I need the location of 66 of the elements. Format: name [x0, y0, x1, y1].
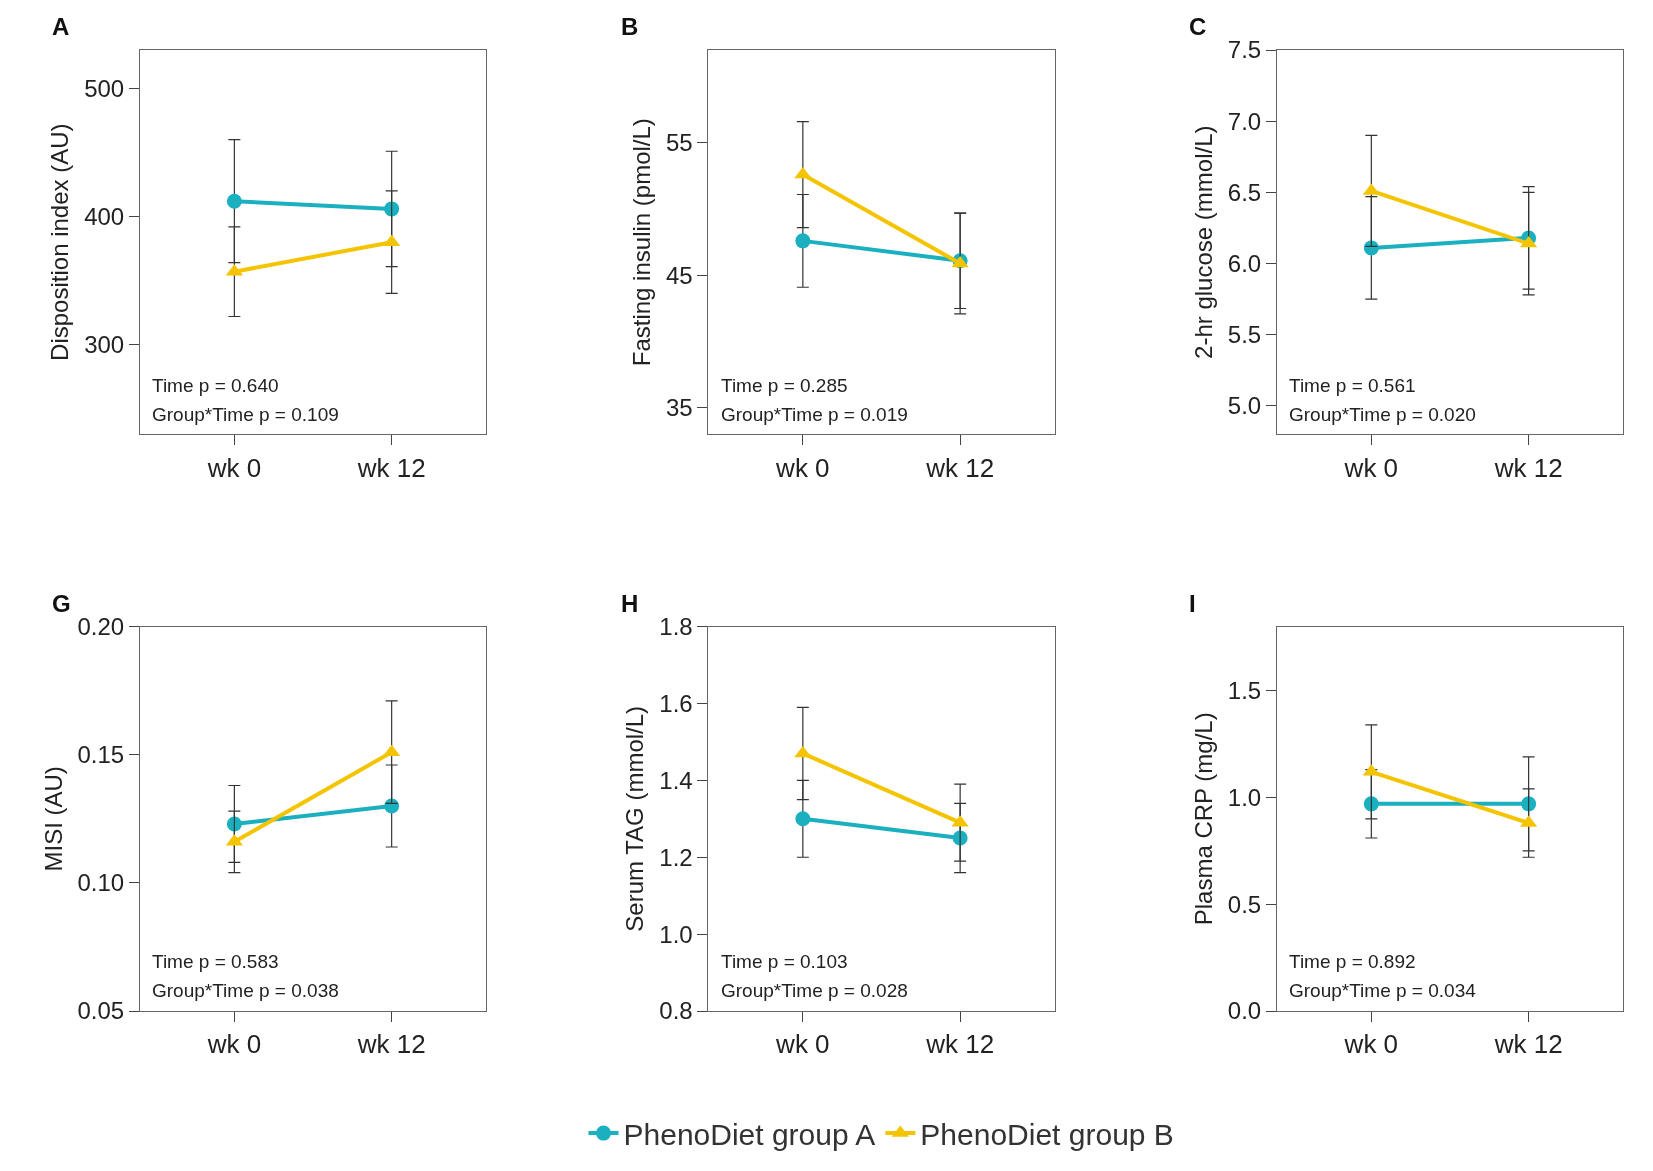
y-axis-title: Fasting insulin (pmol/L)	[628, 118, 656, 367]
x-tick-label: wk 0	[1343, 1029, 1399, 1060]
x-tick-label: wk 12	[1493, 452, 1563, 483]
x-tick-label: wk 0	[206, 1029, 262, 1060]
annotation: Group*Time p = 0.020	[1289, 404, 1476, 425]
x-tick-label: wk 12	[356, 1029, 426, 1060]
chart-title: G	[52, 590, 71, 617]
y-tick-label: 7.0	[1227, 107, 1262, 135]
y-tick-label: 500	[84, 74, 125, 102]
annotation: Group*Time p = 0.038	[152, 980, 339, 1001]
y-tick-label: 1.2	[659, 843, 693, 871]
y-axis-title: 2-hr glucose (mmol/L)	[1189, 125, 1217, 359]
y-tick-label: 35	[665, 394, 693, 422]
point	[795, 811, 811, 827]
chart-title: H	[621, 590, 639, 617]
x-tick-label: wk 12	[356, 452, 426, 483]
legend-label: PhenoDiet group B	[920, 1117, 1174, 1151]
y-tick-label: 45	[665, 261, 693, 289]
annotation: Group*Time p = 0.019	[721, 404, 908, 425]
x-tick-label: wk 0	[1343, 452, 1399, 483]
x-tick-label: wk 12	[925, 452, 995, 483]
annotation: Time p = 0.103	[721, 951, 848, 972]
x-tick-label: wk 0	[206, 452, 262, 483]
y-tick-label: 1.0	[1227, 783, 1262, 811]
annotation: Group*Time p = 0.028	[721, 980, 908, 1001]
y-tick-label: 5.5	[1227, 321, 1262, 349]
y-axis-title: MISI (AU)	[39, 766, 67, 872]
y-tick-label: 0.8	[659, 997, 693, 1025]
y-tick-label: 0.15	[77, 741, 125, 769]
y-tick-label: 300	[84, 331, 125, 359]
y-tick-label: 0.10	[77, 869, 125, 897]
y-axis-title: Plasma CRP (mg/L)	[1189, 712, 1217, 926]
y-tick-label: 1.6	[659, 689, 693, 717]
y-tick-label: 1.8	[659, 613, 693, 640]
chart-title: I	[1189, 590, 1196, 617]
x-tick-label: wk 12	[1493, 1029, 1563, 1060]
y-tick-label: 6.0	[1227, 249, 1262, 277]
x-tick-label: wk 0	[775, 1029, 830, 1060]
y-tick-label: 0.20	[77, 613, 125, 640]
y-tick-label: 7.5	[1227, 36, 1262, 64]
y-tick-label: 6.5	[1227, 178, 1262, 206]
y-axis-title: Disposition index (AU)	[46, 123, 74, 361]
y-tick-label: 1.0	[659, 920, 693, 948]
annotation: Time p = 0.285	[721, 375, 848, 396]
y-tick-label: 55	[665, 129, 693, 157]
chart-title: C	[1189, 13, 1207, 40]
chart-title: A	[52, 13, 70, 40]
point	[795, 233, 811, 249]
x-tick-label: wk 12	[925, 1029, 995, 1060]
annotation: Time p = 0.640	[152, 375, 279, 396]
y-tick-label: 0.5	[1227, 890, 1262, 918]
y-axis-title: Serum TAG (mmol/L)	[621, 705, 649, 932]
annotation: Time p = 0.583	[152, 951, 279, 972]
y-tick-label: 1.4	[659, 766, 693, 794]
y-tick-label: 0.05	[77, 997, 125, 1025]
y-tick-label: 1.5	[1227, 677, 1262, 705]
x-tick-label: wk 0	[775, 452, 830, 483]
y-tick-label: 0.0	[1227, 997, 1262, 1025]
annotation: Time p = 0.561	[1289, 375, 1416, 396]
y-tick-label: 400	[84, 202, 125, 230]
annotation: Group*Time p = 0.109	[152, 404, 339, 425]
chart-title: B	[621, 13, 639, 40]
legend-label: PhenoDiet group A	[623, 1117, 876, 1151]
annotation: Time p = 0.892	[1289, 951, 1416, 972]
y-tick-label: 5.0	[1227, 392, 1262, 420]
annotation: Group*Time p = 0.034	[1289, 980, 1477, 1001]
